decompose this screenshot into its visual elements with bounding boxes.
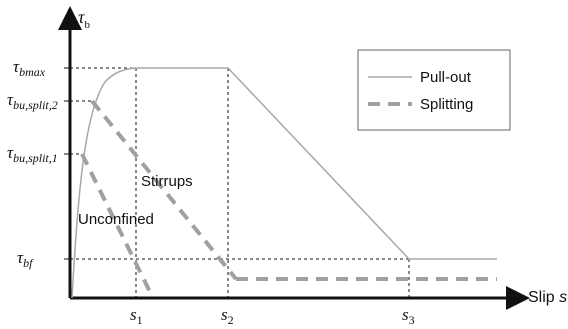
y-tick-label-bf: τbf [17, 248, 34, 270]
x-tick-labels: s1 s2 s3 [130, 305, 415, 327]
y-tick-marks [64, 67, 70, 260]
y-tick-labels: τbmax τbu,split,2 τbu,split,1 τbf [7, 57, 58, 270]
x-tick-label-s3-sub: 3 [409, 313, 415, 327]
unconfined-annotation: Unconfined [78, 211, 154, 228]
legend-pullout-label: Pull-out [420, 69, 472, 86]
y-tick-label-bmax-sub: bmax [19, 65, 46, 79]
y-axis-label-sub: b [84, 19, 90, 31]
y-tick-label-bf-sub: bf [23, 256, 34, 270]
x-axis-label: Slip s [528, 289, 567, 306]
x-tick-label-s1: s1 [130, 305, 143, 327]
legend-splitting-label: Splitting [420, 96, 473, 113]
y-tick-label-split-2-sub: bu,split,2 [13, 98, 58, 112]
y-axis-label: τb [78, 7, 90, 31]
y-tick-label-split-1-symbol: τ [7, 143, 14, 162]
x-tick-label-s2-sub: 2 [228, 313, 234, 327]
x-tick-label-s1-sub: 1 [137, 313, 143, 327]
y-tick-label-split-1: τbu,split,1 [7, 143, 58, 165]
splitting-curves [80, 99, 497, 297]
splitting-unconfined-branch [80, 153, 154, 297]
y-tick-label-bmax: τbmax [13, 57, 46, 79]
splitting-stirrups-branch [90, 99, 238, 281]
x-axis-label-italic: s [559, 289, 567, 306]
y-tick-label-split-1-sub: bu,split,1 [13, 151, 58, 165]
y-tick-label-bf-symbol: τ [17, 248, 24, 267]
pullout-curve [71, 67, 497, 299]
x-tick-label-s2-symbol: s [221, 305, 228, 324]
stirrups-annotation: Stirrups [141, 173, 193, 190]
y-tick-label-split-2: τbu,split,2 [7, 90, 58, 112]
x-axis-label-text: Slip [528, 289, 559, 306]
legend-box [357, 49, 511, 131]
x-tick-label-s3-symbol: s [402, 305, 409, 324]
x-tick-label-s2: s2 [221, 305, 234, 327]
y-axis-label-symbol: τ [78, 7, 85, 27]
y-tick-label-split-2-symbol: τ [7, 90, 14, 109]
guide-lines [70, 67, 410, 298]
legend: Pull-out Splitting [357, 49, 511, 131]
x-tick-label-s1-symbol: s [130, 305, 137, 324]
y-tick-label-bmax-symbol: τ [13, 57, 20, 76]
x-tick-label-s3: s3 [402, 305, 415, 327]
